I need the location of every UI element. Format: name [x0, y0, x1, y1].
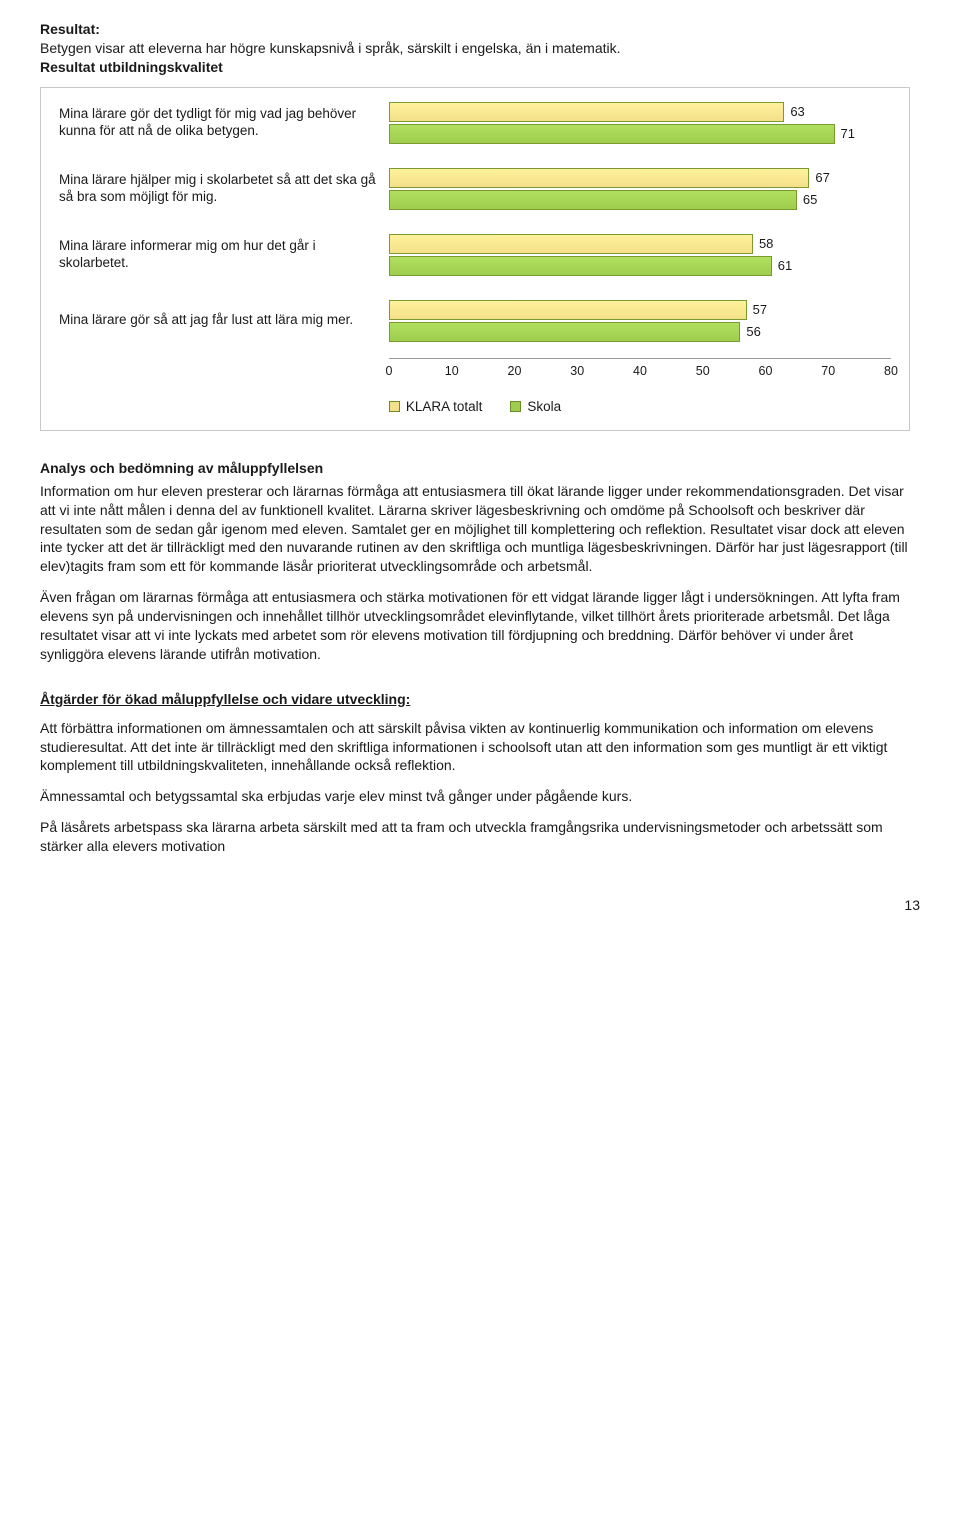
axis-tick: 50 [696, 363, 710, 380]
bar-fill [389, 256, 772, 276]
chart-row: Mina lärare informerar mig om hur det gå… [59, 234, 891, 276]
analys-section: Analys och bedömning av måluppfyllelsen … [40, 459, 920, 664]
bar-value: 67 [815, 169, 829, 187]
bar-fill [389, 322, 740, 342]
legend-totalt: KLARA totalt [389, 398, 483, 416]
axis-tick: 0 [386, 363, 393, 380]
axis-tick: 60 [759, 363, 773, 380]
bar-totalt: 63 [389, 102, 891, 122]
chart-container: Mina lärare gör det tydligt för mig vad … [40, 87, 910, 431]
axis-tick: 40 [633, 363, 647, 380]
bar-value: 65 [803, 191, 817, 209]
legend-skola: Skola [510, 398, 561, 416]
chart-row-label: Mina lärare gör det tydligt för mig vad … [59, 106, 389, 140]
chart-row-bars: 5756 [389, 300, 891, 342]
chart-row-label: Mina lärare informerar mig om hur det gå… [59, 238, 389, 272]
axis-tick: 20 [508, 363, 522, 380]
bar-fill [389, 102, 784, 122]
resultat-label: Resultat: [40, 21, 100, 37]
chart-row-label: Mina lärare hjälper mig i skolarbetet så… [59, 172, 389, 206]
atgarder-p2: Ämnessamtal och betygssamtal ska erbjuda… [40, 787, 920, 806]
bar-totalt: 67 [389, 168, 891, 188]
bar-skola: 65 [389, 190, 891, 210]
resultat-text: Betygen visar att eleverna har högre kun… [40, 40, 621, 56]
legend-swatch-skola [510, 401, 521, 412]
chart-row: Mina lärare gör det tydligt för mig vad … [59, 102, 891, 144]
bar-value: 63 [790, 103, 804, 121]
chart-row-label: Mina lärare gör så att jag får lust att … [59, 312, 389, 329]
bar-fill [389, 234, 753, 254]
bar-value: 71 [841, 125, 855, 143]
atgarder-heading: Åtgärder för ökad måluppfyllelse och vid… [40, 690, 920, 709]
bar-value: 56 [746, 323, 760, 341]
chart-row: Mina lärare gör så att jag får lust att … [59, 300, 891, 342]
axis-tick: 70 [821, 363, 835, 380]
bar-skola: 56 [389, 322, 891, 342]
resultat-header: Resultat: Betygen visar att eleverna har… [40, 20, 920, 77]
analys-p2: Även frågan om lärarnas förmåga att entu… [40, 588, 920, 664]
chart-title: Resultat utbildningskvalitet [40, 59, 223, 75]
bar-skola: 61 [389, 256, 891, 276]
legend-swatch-totalt [389, 401, 400, 412]
atgarder-p3: På läsårets arbetspass ska lärarna arbet… [40, 818, 920, 856]
chart-row-bars: 6765 [389, 168, 891, 210]
bar-value: 58 [759, 235, 773, 253]
bar-totalt: 57 [389, 300, 891, 320]
axis-tick: 30 [570, 363, 584, 380]
legend-label-totalt: KLARA totalt [406, 398, 483, 416]
chart-row-bars: 58 61 [389, 234, 891, 276]
bar-totalt: 58 [389, 234, 891, 254]
atgarder-section: Åtgärder för ökad måluppfyllelse och vid… [40, 690, 920, 856]
bar-skola: 71 [389, 124, 891, 144]
chart-legend: KLARA totalt Skola [59, 398, 891, 416]
analys-p1: Information om hur eleven presterar och … [40, 482, 920, 576]
page-number: 13 [40, 896, 920, 915]
axis-tick: 80 [884, 363, 898, 380]
chart-axis: 01020304050607080 [59, 358, 891, 382]
bar-fill [389, 168, 809, 188]
analys-heading: Analys och bedömning av måluppfyllelsen [40, 459, 920, 478]
legend-label-skola: Skola [527, 398, 561, 416]
bar-fill [389, 300, 747, 320]
bar-fill [389, 124, 835, 144]
bar-value: 57 [753, 301, 767, 319]
axis-tick: 10 [445, 363, 459, 380]
atgarder-p1: Att förbättra informationen om ämnessamt… [40, 719, 920, 776]
chart-row: Mina lärare hjälper mig i skolarbetet så… [59, 168, 891, 210]
bar-value: 61 [778, 257, 792, 275]
bar-fill [389, 190, 797, 210]
chart-row-bars: 63 71 [389, 102, 891, 144]
